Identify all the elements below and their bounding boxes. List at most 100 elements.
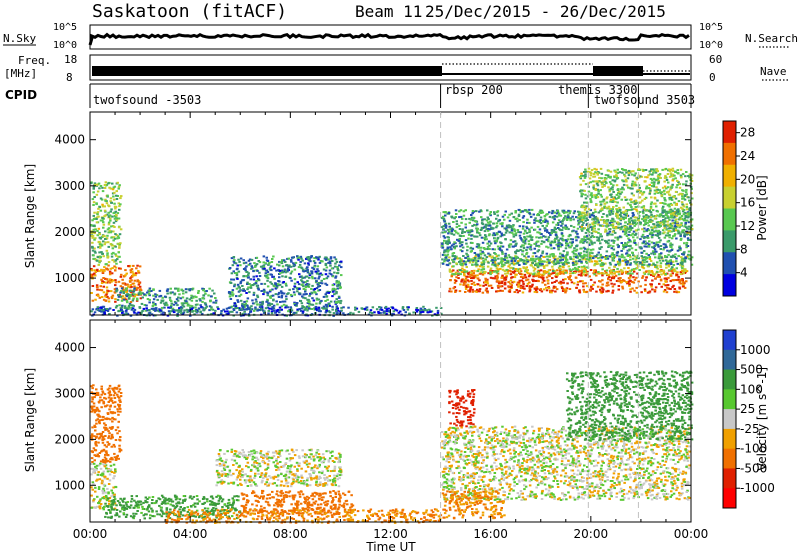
power-cell	[257, 288, 260, 291]
nsky-tick-bottom: 10^0	[53, 40, 77, 51]
power-cell	[605, 255, 608, 257]
power-cell	[310, 303, 313, 306]
power-cell	[678, 245, 681, 248]
power-cell	[560, 224, 563, 227]
nsky-strip: N.Sky 10^5 10^0 10^5 10^0 N.Search	[3, 22, 798, 51]
power-cell	[621, 179, 624, 182]
power-cell	[611, 210, 615, 213]
power-cell	[648, 209, 651, 212]
power-cell	[290, 295, 294, 298]
power-cell	[460, 243, 464, 246]
power-cell	[645, 236, 649, 239]
power-cell	[611, 233, 614, 236]
power-cell	[300, 279, 303, 282]
power-cell	[670, 249, 674, 251]
power-cell	[594, 215, 597, 218]
power-cell	[663, 210, 667, 213]
power-cell	[336, 266, 339, 268]
power-cell	[513, 276, 517, 279]
power-cell	[515, 289, 518, 291]
power-cell	[209, 300, 212, 303]
power-cell	[685, 208, 689, 211]
power-cell	[534, 280, 538, 282]
power-cell	[551, 270, 555, 272]
power-cell	[683, 242, 686, 245]
power-cell	[484, 283, 488, 286]
power-cell	[551, 281, 554, 284]
power-cell	[642, 237, 646, 240]
power-cell	[687, 212, 691, 215]
power-cell	[627, 186, 630, 189]
power-cell	[590, 232, 594, 235]
power-cell	[320, 299, 323, 302]
power-cell	[469, 271, 473, 274]
power-cell	[266, 285, 270, 288]
power-cell	[481, 291, 485, 294]
power-cell	[474, 220, 478, 223]
power-cell	[181, 304, 184, 307]
power-cell	[631, 227, 634, 229]
power-cell	[468, 217, 471, 220]
power-cell	[652, 168, 655, 171]
power-cell	[304, 307, 307, 310]
power-cell	[476, 270, 480, 272]
power-cell	[684, 183, 688, 186]
power-cell	[342, 306, 345, 309]
power-cell	[650, 213, 653, 216]
power-cell	[298, 308, 301, 311]
power-cell	[643, 263, 646, 266]
power-cell	[668, 170, 672, 173]
power-cell	[518, 219, 521, 221]
power-cell	[276, 284, 279, 287]
power-cell	[304, 283, 308, 286]
power-cell	[586, 229, 589, 231]
power-cell	[368, 311, 372, 314]
power-cell	[324, 273, 328, 276]
power-cell	[508, 269, 512, 272]
power-cell	[540, 240, 544, 243]
power-cell	[671, 222, 674, 225]
power-cell	[501, 234, 504, 237]
power-cell	[233, 283, 236, 286]
power-cell	[314, 277, 317, 280]
power-cell	[324, 264, 328, 266]
power-cell	[642, 215, 645, 218]
power-cell	[575, 216, 578, 219]
power-cell	[622, 230, 625, 233]
power-cell	[612, 191, 615, 193]
power-cell	[102, 291, 106, 294]
power-cell	[305, 257, 308, 260]
power-cell	[675, 211, 678, 214]
power-cell	[489, 211, 492, 213]
power-cell	[584, 274, 588, 277]
power-cell	[500, 257, 503, 260]
power-cell	[235, 276, 239, 279]
power-cell	[196, 303, 199, 306]
power-cell	[101, 186, 104, 189]
power-cell	[670, 213, 673, 215]
power-cell	[675, 214, 678, 217]
power-cell	[335, 313, 339, 315]
power-cell	[516, 270, 520, 272]
power-cell	[114, 300, 117, 303]
power-cell	[690, 180, 694, 182]
power-cell	[453, 286, 457, 289]
power-cell	[290, 260, 293, 263]
power-cell	[553, 258, 557, 261]
power-cell	[594, 210, 597, 213]
power-cell	[571, 261, 575, 264]
power-cell	[228, 306, 231, 309]
power-cell	[408, 312, 411, 315]
power-cell	[618, 235, 622, 238]
power-cell	[626, 281, 630, 284]
power-cell	[125, 295, 129, 298]
power-cell	[394, 308, 397, 311]
power-cell	[628, 223, 631, 226]
power-cell	[244, 302, 247, 305]
power-cell	[387, 307, 390, 310]
power-cell	[615, 208, 618, 211]
power-cell	[559, 214, 563, 217]
power-cell	[104, 230, 107, 233]
power-cell	[278, 306, 282, 309]
power-cell	[651, 271, 654, 274]
